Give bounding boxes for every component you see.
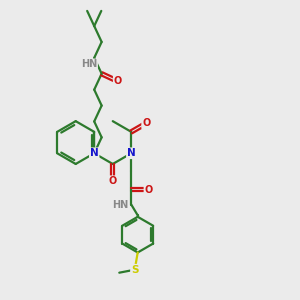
- Text: O: O: [114, 76, 122, 86]
- Text: O: O: [109, 176, 117, 186]
- Text: O: O: [142, 118, 150, 128]
- Text: N: N: [90, 148, 99, 158]
- Text: HN: HN: [112, 200, 128, 210]
- Text: N: N: [127, 148, 136, 158]
- Text: S: S: [131, 265, 139, 275]
- Text: O: O: [144, 184, 153, 195]
- Text: HN: HN: [81, 59, 97, 69]
